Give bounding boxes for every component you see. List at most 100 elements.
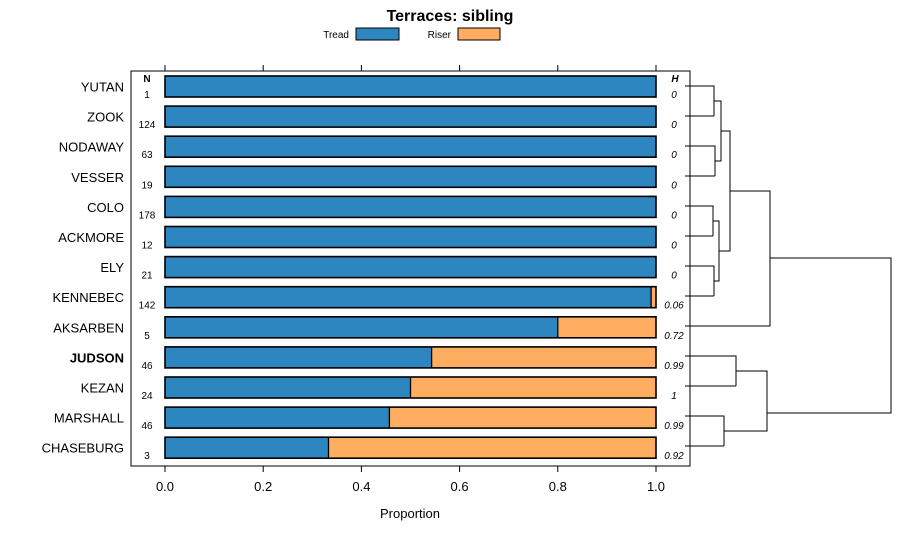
h-value-kezan: 1	[671, 391, 677, 402]
bar-outline-ackmore	[164, 225, 657, 249]
row-label-chaseburg: CHASEBURG	[42, 441, 124, 456]
h-value-colo: 0	[671, 210, 677, 221]
bar-tread-colo	[165, 196, 656, 218]
bar-outline-kezan	[164, 376, 657, 399]
row-label-marshall: MARSHALL	[54, 411, 124, 426]
x-tick-label: 1.0	[647, 479, 665, 494]
x-axis-title: Proportion	[380, 506, 440, 521]
bar-riser-marshall	[389, 407, 656, 429]
row-label-yutan: YUTAN	[81, 80, 124, 95]
legend-label-riser: Riser	[428, 30, 452, 41]
plot-panel	[130, 70, 691, 467]
bar-riser-aksarben	[557, 316, 656, 338]
n-value-kennebec: 142	[139, 301, 156, 312]
bar-tread-aksarben	[165, 316, 558, 338]
h-value-judson: 0.99	[664, 361, 684, 372]
h-value-zook: 0	[671, 120, 677, 131]
x-tick-label: 0.2	[254, 479, 272, 494]
row-label-nodaway: NODAWAY	[59, 140, 125, 155]
n-value-yutan: 1	[144, 90, 150, 101]
bar-outline-vesser	[164, 165, 657, 189]
n-header: N	[143, 74, 150, 85]
legend: Tread Riser	[323, 27, 501, 41]
n-value-chaseburg: 3	[144, 451, 150, 462]
row-label-vesser: VESSER	[71, 170, 124, 185]
dendrogram-branch	[685, 85, 715, 116]
dendrogram-branch	[767, 257, 892, 414]
bar-riser-judson	[431, 346, 656, 368]
bar-tread-kennebec	[165, 286, 652, 308]
h-value-vesser: 0	[671, 180, 677, 191]
x-axis: 0.0 0.2 0.4 0.6 0.8 1.0	[156, 65, 665, 494]
bar-tread-judson	[165, 346, 432, 368]
row-label-ackmore: ACKMORE	[58, 230, 124, 245]
dendrogram-branch	[685, 145, 716, 176]
legend-swatch-tread	[355, 27, 400, 41]
bar-outline-yutan	[164, 75, 657, 98]
n-value-vesser: 19	[141, 180, 153, 191]
bar-outline-chaseburg	[164, 436, 657, 460]
bar-outline-kennebec	[164, 285, 657, 309]
x-tick-label: 0.6	[451, 479, 469, 494]
bar-tread-marshall	[165, 407, 390, 429]
bar-tread-ackmore	[165, 226, 656, 248]
dendrogram-branch	[685, 355, 737, 386]
n-value-marshall: 46	[141, 421, 153, 432]
h-value-yutan: 0	[671, 90, 677, 101]
bar-outline-zook	[164, 105, 657, 128]
h-value-nodaway: 0	[671, 150, 677, 161]
row-label-zook: ZOOK	[87, 110, 124, 125]
dendrogram-branch	[685, 190, 771, 327]
legend-swatch-riser	[457, 27, 501, 41]
bar-riser-kennebec	[651, 286, 656, 308]
bar-tread-yutan	[165, 76, 656, 97]
h-value-aksarben: 0.72	[664, 331, 684, 342]
h-value-chaseburg: 0.92	[664, 451, 684, 462]
bar-tread-zook	[165, 106, 656, 128]
chart-title: Terraces: sibling	[387, 8, 514, 25]
n-value-colo: 178	[139, 210, 156, 221]
dendrogram-branch	[685, 415, 725, 446]
dendrogram-branch	[724, 370, 768, 432]
h-value-ely: 0	[671, 271, 677, 282]
x-tick-label: 0.8	[549, 479, 567, 494]
row-label-aksarben: AKSARBEN	[53, 320, 124, 335]
n-value-kezan: 24	[141, 391, 153, 402]
n-value-ely: 21	[141, 271, 153, 282]
dendrogram-branch	[685, 205, 714, 236]
bar-tread-chaseburg	[165, 437, 329, 459]
bar-riser-kezan	[410, 377, 656, 398]
n-value-ackmore: 12	[141, 241, 153, 252]
h-value-kennebec: 0.06	[664, 301, 684, 312]
bar-riser-chaseburg	[328, 437, 656, 459]
bar-outline-judson	[164, 346, 657, 369]
bar-outline-colo	[164, 195, 657, 219]
bar-tread-nodaway	[165, 136, 656, 158]
row-label-ely: ELY	[100, 260, 124, 275]
n-value-nodaway: 63	[141, 150, 153, 161]
bar-tread-vesser	[165, 166, 656, 188]
row-label-colo: COLO	[87, 200, 124, 215]
row-label-kennebec: KENNEBEC	[52, 290, 124, 305]
h-value-marshall: 0.99	[664, 421, 684, 432]
bar-outline-marshall	[164, 406, 657, 429]
x-tick-label: 0.0	[156, 479, 174, 494]
bar-outline-aksarben	[164, 315, 657, 339]
h-header: H	[671, 74, 679, 85]
x-tick-label: 0.4	[352, 479, 370, 494]
legend-label-tread: Tread	[323, 30, 349, 41]
n-value-zook: 124	[139, 120, 156, 131]
row-label-judson: JUDSON	[70, 350, 124, 365]
bar-outline-nodaway	[164, 135, 657, 158]
dendrogram-branch	[685, 265, 715, 296]
h-value-ackmore: 0	[671, 241, 677, 252]
bar-tread-kezan	[165, 377, 411, 398]
n-value-aksarben: 5	[144, 331, 150, 342]
bars-group	[164, 75, 657, 460]
bar-tread-ely	[165, 256, 656, 278]
bar-outline-ely	[164, 255, 657, 279]
dendrogram	[685, 85, 892, 447]
row-label-kezan: KEZAN	[81, 381, 124, 396]
